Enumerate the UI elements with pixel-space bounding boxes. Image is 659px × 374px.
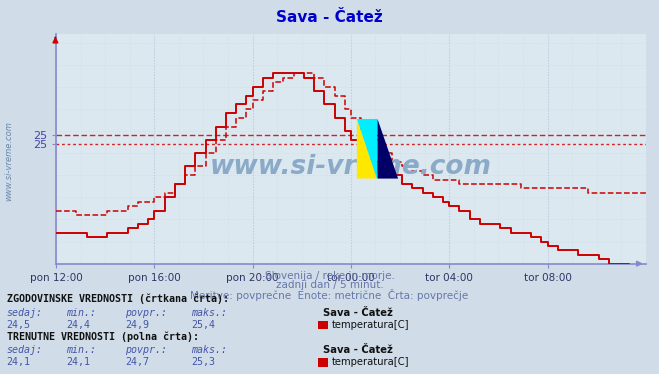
Polygon shape <box>357 119 378 178</box>
Text: min.:: min.: <box>66 308 96 318</box>
Text: 24,1: 24,1 <box>7 358 30 367</box>
Text: Meritve: povprečne  Enote: metrične  Črta: povprečje: Meritve: povprečne Enote: metrične Črta:… <box>190 289 469 301</box>
Text: maks.:: maks.: <box>191 346 227 355</box>
Text: 25,3: 25,3 <box>191 358 215 367</box>
Text: 24,9: 24,9 <box>125 320 149 330</box>
Text: 24,5: 24,5 <box>7 320 30 330</box>
Text: maks.:: maks.: <box>191 308 227 318</box>
Text: 24,7: 24,7 <box>125 358 149 367</box>
Text: 24,1: 24,1 <box>66 358 90 367</box>
Text: sedaj:: sedaj: <box>7 308 43 318</box>
Text: www.si-vreme.com: www.si-vreme.com <box>210 154 492 180</box>
Text: www.si-vreme.com: www.si-vreme.com <box>4 121 13 201</box>
Text: zadnji dan / 5 minut.: zadnji dan / 5 minut. <box>275 280 384 290</box>
Text: Slovenija / reke in morje.: Slovenija / reke in morje. <box>264 271 395 281</box>
Text: 25,4: 25,4 <box>191 320 215 330</box>
Polygon shape <box>378 119 398 178</box>
Text: temperatura[C]: temperatura[C] <box>331 358 409 367</box>
Polygon shape <box>357 119 378 178</box>
Text: povpr.:: povpr.: <box>125 346 167 355</box>
Text: ZGODOVINSKE VREDNOSTI (črtkana črta):: ZGODOVINSKE VREDNOSTI (črtkana črta): <box>7 294 229 304</box>
Text: temperatura[C]: temperatura[C] <box>331 320 409 330</box>
Text: povpr.:: povpr.: <box>125 308 167 318</box>
Text: Sava - Čatež: Sava - Čatež <box>276 10 383 25</box>
Text: min.:: min.: <box>66 346 96 355</box>
Text: Sava - Čatež: Sava - Čatež <box>323 308 393 318</box>
Text: Sava - Čatež: Sava - Čatež <box>323 346 393 355</box>
Text: TRENUTNE VREDNOSTI (polna črta):: TRENUTNE VREDNOSTI (polna črta): <box>7 332 198 342</box>
Text: 24,4: 24,4 <box>66 320 90 330</box>
Text: sedaj:: sedaj: <box>7 346 43 355</box>
